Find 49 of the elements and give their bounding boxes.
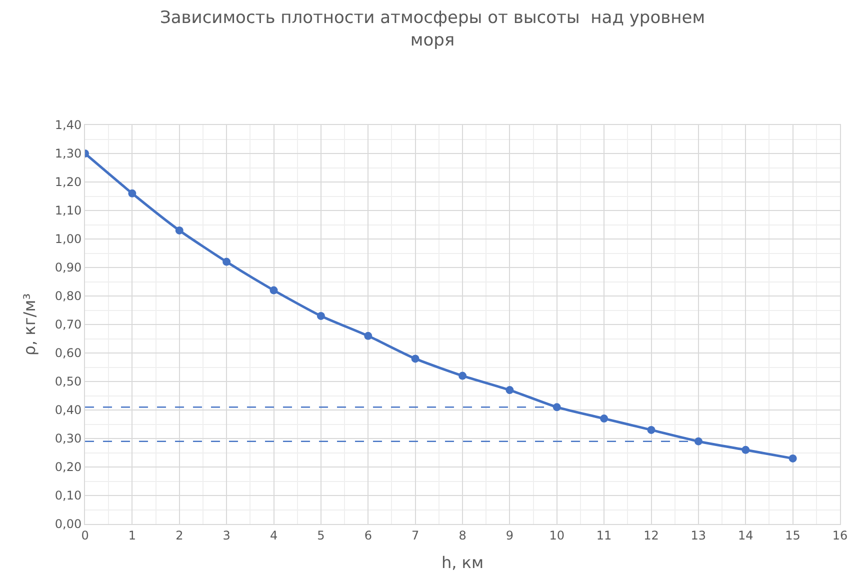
- x-tick-label: 6: [364, 528, 372, 542]
- x-tick-label: 4: [270, 528, 278, 542]
- y-tick-label: 0,50: [54, 374, 82, 389]
- x-tick-label: 5: [317, 528, 325, 542]
- point: [506, 386, 514, 394]
- point: [742, 446, 750, 454]
- y-tick-label: 0,70: [54, 318, 82, 332]
- x-tick-label: 16: [832, 528, 848, 542]
- point: [175, 226, 184, 234]
- x-tick-label: 13: [690, 528, 706, 542]
- x-tick-label: 10: [549, 528, 565, 542]
- x-tick-label: 8: [458, 528, 466, 542]
- y-tick-label: 0,80: [54, 289, 82, 304]
- x-tick-label: 11: [596, 528, 612, 542]
- y-tick-label: 0,30: [54, 432, 82, 446]
- y-axis-title: ρ, кг/м³: [20, 293, 39, 356]
- y-tick-label: 1,40: [54, 118, 82, 132]
- point: [600, 414, 608, 423]
- y-tick-label: 1,10: [54, 204, 82, 218]
- point: [458, 372, 466, 380]
- y-tick-label: 0,90: [54, 260, 82, 275]
- y-tick-label: 0,60: [54, 346, 82, 360]
- x-tick-label: 14: [738, 528, 754, 542]
- point: [222, 258, 231, 266]
- y-tick-label: 0,00: [54, 517, 82, 532]
- point: [270, 286, 278, 294]
- x-tick-label: 15: [785, 528, 800, 542]
- y-tick-label: 0,40: [54, 403, 82, 418]
- point: [694, 437, 702, 446]
- point: [788, 454, 797, 462]
- y-tick-label: 1,30: [54, 146, 82, 161]
- point: [411, 354, 420, 363]
- x-tick-label: 0: [81, 528, 89, 542]
- x-tick-label: 12: [644, 528, 659, 542]
- point: [647, 426, 656, 434]
- x-axis-title: h, км: [441, 553, 484, 572]
- x-tick-label: 7: [411, 528, 420, 542]
- x-tick-label: 3: [222, 528, 230, 542]
- x-tick-label: 2: [176, 528, 184, 542]
- x-tick-label: 9: [506, 528, 514, 542]
- point: [128, 189, 136, 198]
- point: [316, 312, 325, 320]
- y-tick-label: 1,00: [54, 232, 82, 246]
- x-tick-label: 1: [128, 528, 136, 542]
- y-tick-label: 0,20: [54, 460, 82, 474]
- y-tick-label: 0,10: [54, 488, 82, 503]
- chart-title: Зависимость плотности атмосферы от высоты над уровнем моря: [160, 8, 706, 50]
- point: [364, 332, 372, 340]
- y-tick-label: 1,20: [54, 175, 82, 190]
